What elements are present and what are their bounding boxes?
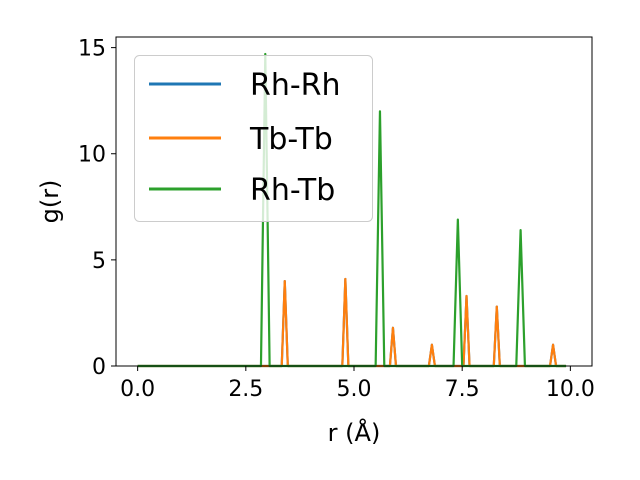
y-tick-label: 0 — [92, 355, 106, 380]
y-tick-label: 5 — [92, 249, 106, 274]
x-tick-label: 2.5 — [228, 377, 263, 402]
x-tick-label: 0.0 — [120, 377, 155, 402]
legend-label-rh-rh: Rh-Rh — [250, 68, 341, 103]
x-tick-label: 7.5 — [445, 377, 480, 402]
ticks-layer: 0.0 2.5 5.0 7.5 10.0 0 5 10 15 — [78, 37, 595, 402]
x-axis-label: r (Å) — [328, 418, 381, 447]
x-tick-label: 10.0 — [546, 377, 595, 402]
y-axis-label: g(r) — [36, 180, 64, 224]
legend-label-tb-tb: Tb-Tb — [249, 122, 333, 157]
y-tick-label: 10 — [78, 143, 106, 168]
y-tick-label: 15 — [78, 37, 106, 62]
x-tick-label: 5.0 — [337, 377, 372, 402]
legend: Rh-Rh Tb-Tb Rh-Tb — [134, 55, 373, 222]
legend-box — [134, 55, 373, 222]
legend-label-rh-tb: Rh-Tb — [250, 173, 335, 208]
